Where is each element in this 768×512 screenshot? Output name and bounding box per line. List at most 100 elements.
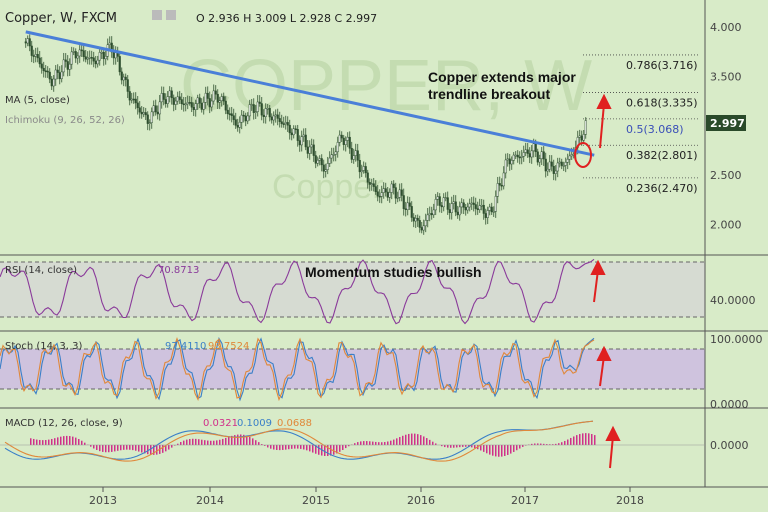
macd-hist-bar (372, 441, 374, 445)
macd-hist-bar (558, 443, 560, 445)
candle-body (392, 183, 395, 188)
candle-body (578, 135, 581, 138)
candle-body (88, 57, 91, 59)
x-tick-label: 2015 (302, 494, 330, 507)
candle-body (552, 165, 555, 174)
candle-body (258, 101, 261, 104)
candle-body (512, 154, 515, 161)
candle-body (458, 206, 461, 216)
macd-hist-bar (51, 438, 53, 445)
macd-hist-bar (42, 440, 44, 445)
candle-body (264, 108, 267, 117)
macd-hist-bar (378, 442, 380, 445)
macd-hist-bar (567, 439, 569, 445)
candle-body (346, 136, 349, 141)
candle-body (24, 41, 27, 44)
macd-hist-bar (306, 445, 308, 451)
candle-body (178, 96, 181, 100)
watermark-name: Copper (272, 168, 384, 206)
candle-body (54, 69, 57, 80)
ohlc-values: O 2.936 H 3.009 L 2.928 C 2.997 (196, 12, 377, 25)
stoch-band (0, 349, 705, 389)
candle-body (66, 61, 69, 70)
candle-body (230, 113, 233, 116)
macd-hist-bar (165, 445, 167, 452)
candle-body (338, 134, 341, 143)
candle-body (190, 102, 193, 108)
time-axis-ticks: 2013 2014 2015 2016 2017 2018 (89, 487, 644, 507)
candle-body (154, 105, 157, 113)
candle-body (202, 102, 205, 110)
candle-body (170, 90, 173, 99)
macd-hist-bar (132, 445, 134, 451)
macd-hist-bar (111, 445, 113, 452)
candle-body (336, 142, 339, 153)
candle-body (384, 188, 387, 193)
candle-body (166, 96, 169, 104)
candle-body (32, 55, 35, 57)
candle-body (144, 112, 147, 116)
candle-body (408, 202, 411, 207)
macd-hist-bar (561, 442, 563, 445)
candle-body (212, 90, 215, 102)
y-tick-label: 4.000 (710, 21, 742, 34)
eye-icon[interactable] (152, 10, 162, 20)
macd-hist-bar (417, 434, 419, 445)
candle-body (546, 168, 549, 172)
candle-body (444, 197, 447, 199)
macd-hist-bar (108, 445, 110, 453)
macd-hist-bar (60, 436, 62, 445)
macd-hist-bar (45, 440, 47, 445)
macd-hist-bar (594, 435, 596, 445)
rsi-line (0, 258, 595, 325)
candle-body (386, 191, 389, 198)
candle-body (72, 51, 75, 53)
candle-body (220, 96, 223, 102)
macd-hist-bar (336, 445, 338, 454)
macd-hist-bar (183, 440, 185, 445)
candle-body (96, 59, 99, 65)
candle-body (240, 114, 243, 123)
macd-hist-bar (525, 445, 527, 446)
candle-body (398, 189, 401, 198)
macd-hist-bar (516, 445, 518, 451)
macd-hist-bar (114, 445, 116, 452)
macd-hist-bar (357, 442, 359, 445)
candle-body (272, 115, 275, 121)
candle-body (94, 60, 97, 65)
fib-label: 0.236(2.470) (626, 182, 698, 195)
candle-body (428, 213, 431, 216)
candle-body (478, 205, 481, 210)
candle-body (298, 140, 301, 146)
macd-lines (4, 420, 596, 462)
candle-body (118, 56, 121, 73)
macd-hist-bar (573, 436, 575, 445)
macd-hist-bar (555, 443, 557, 445)
candle-body (210, 100, 213, 108)
macd-hist-bar (240, 434, 242, 445)
candle-body (378, 195, 381, 198)
candle-body (192, 106, 195, 110)
candle-body (274, 114, 277, 117)
macd-hist-bar (138, 445, 140, 452)
candle-body (450, 203, 453, 213)
candle-body (522, 152, 525, 157)
candle-body (174, 100, 177, 105)
x-tick-label: 2013 (89, 494, 117, 507)
settings-icon[interactable] (166, 10, 176, 20)
candle-body (270, 116, 273, 121)
candle-body (160, 93, 163, 103)
macd-hist-bar (423, 436, 425, 445)
macd-hist-bar (579, 434, 581, 445)
candle-body (494, 196, 497, 212)
candle-body (542, 151, 545, 160)
candle-body (364, 166, 367, 174)
candle-body (540, 151, 543, 159)
macd-hist-bar (513, 445, 515, 452)
rsi-band (0, 262, 705, 317)
major-trendline[interactable] (25, 30, 595, 157)
candle-body (168, 90, 171, 97)
candle-body (558, 161, 561, 164)
